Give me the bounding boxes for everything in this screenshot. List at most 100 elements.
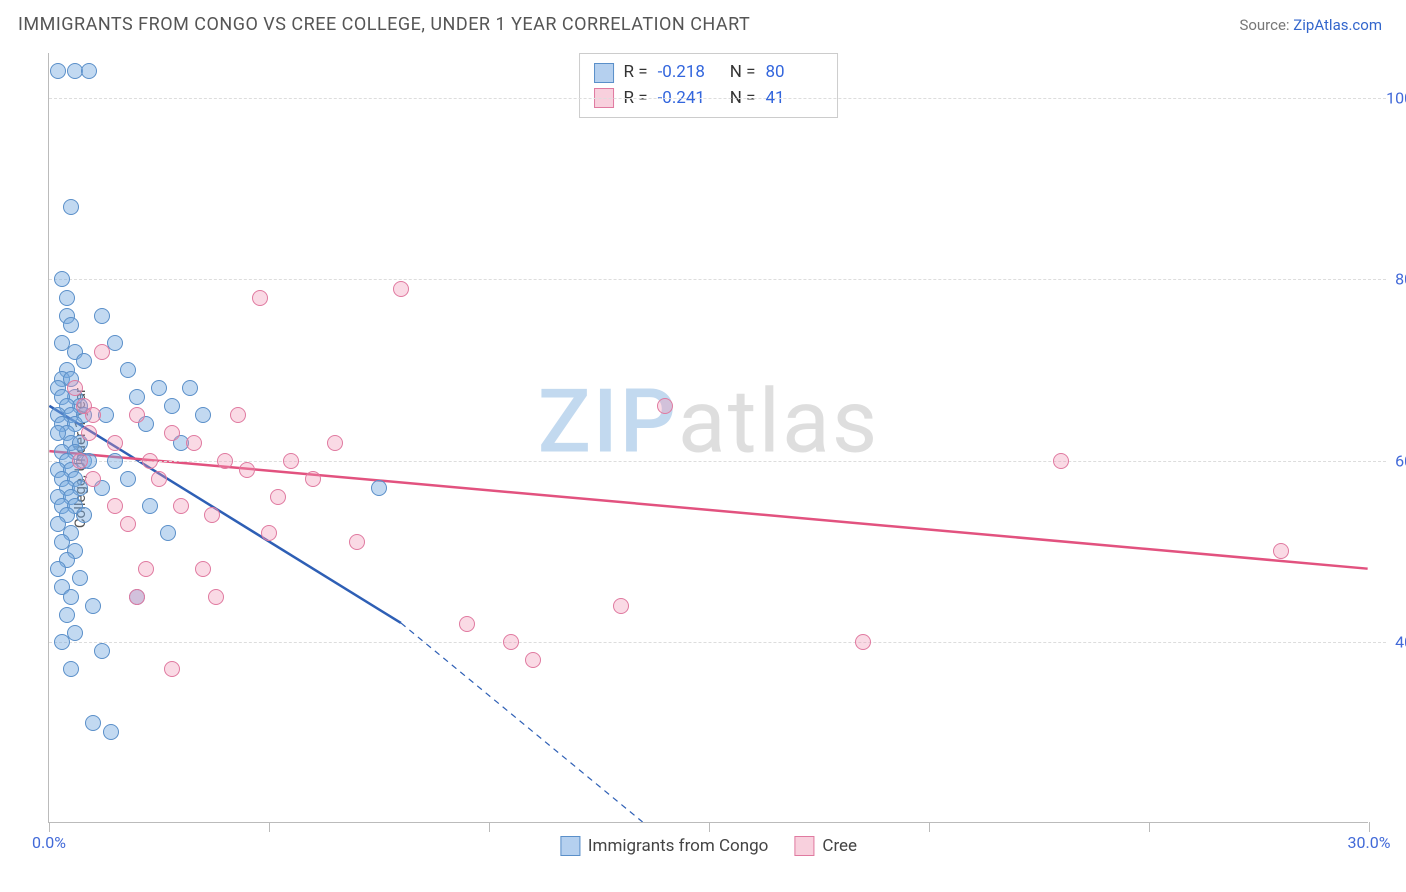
- gridline-h: [49, 642, 1386, 643]
- data-point: [525, 652, 541, 668]
- data-point: [63, 199, 79, 215]
- data-point: [217, 453, 233, 469]
- data-point: [81, 425, 97, 441]
- data-point: [63, 661, 79, 677]
- data-point: [371, 480, 387, 496]
- data-point: [195, 407, 211, 423]
- data-point: [252, 290, 268, 306]
- data-point: [120, 471, 136, 487]
- x-tick: [489, 822, 490, 832]
- source-attribution: Source: ZipAtlas.com: [1239, 16, 1382, 34]
- trend-lines: [49, 53, 1368, 822]
- data-point: [327, 435, 343, 451]
- data-point: [613, 598, 629, 614]
- data-point: [94, 643, 110, 659]
- data-point: [208, 589, 224, 605]
- data-point: [261, 525, 277, 541]
- gridline-h: [49, 98, 1386, 99]
- data-point: [270, 489, 286, 505]
- data-point: [85, 598, 101, 614]
- data-point: [120, 362, 136, 378]
- y-tick-label: 100.0%: [1378, 89, 1406, 108]
- data-point: [164, 425, 180, 441]
- data-point: [81, 63, 97, 79]
- data-point: [72, 453, 88, 469]
- legend-bottom: Immigrants from Congo Cree: [560, 836, 857, 856]
- data-point: [67, 380, 83, 396]
- y-tick-label: 60.0%: [1378, 451, 1406, 470]
- data-point: [129, 407, 145, 423]
- data-point: [186, 435, 202, 451]
- legend-item-1: Immigrants from Congo: [560, 836, 768, 856]
- swatch-blue-icon: [560, 836, 580, 856]
- chart-header: IMMIGRANTS FROM CONGO VS CREE COLLEGE, U…: [0, 0, 1406, 43]
- data-point: [1273, 543, 1289, 559]
- swatch-pink-icon: [794, 836, 814, 856]
- data-point: [85, 715, 101, 731]
- data-point: [151, 380, 167, 396]
- x-tick-label: 30.0%: [1348, 833, 1391, 852]
- data-point: [1053, 453, 1069, 469]
- data-point: [230, 407, 246, 423]
- n-value-1: 80: [765, 60, 823, 86]
- data-point: [173, 498, 189, 514]
- data-point: [59, 290, 75, 306]
- data-point: [72, 570, 88, 586]
- data-point: [54, 271, 70, 287]
- data-point: [85, 407, 101, 423]
- data-point: [182, 380, 198, 396]
- y-tick-label: 40.0%: [1378, 632, 1406, 651]
- watermark: ZIPatlas: [538, 371, 880, 474]
- x-tick: [709, 822, 710, 832]
- data-point: [76, 507, 92, 523]
- chart-container: College, Under 1 year ZIPatlas R = -0.21…: [0, 43, 1406, 873]
- source-prefix: Source:: [1239, 16, 1293, 34]
- legend-label-2: Cree: [822, 836, 857, 856]
- data-point: [305, 471, 321, 487]
- x-tick: [929, 822, 930, 832]
- chart-title: IMMIGRANTS FROM CONGO VS CREE COLLEGE, U…: [18, 14, 750, 35]
- data-point: [195, 561, 211, 577]
- data-point: [59, 607, 75, 623]
- legend-stats-row-1: R = -0.218 N = 80: [594, 60, 824, 86]
- legend-item-2: Cree: [794, 836, 857, 856]
- data-point: [107, 498, 123, 514]
- data-point: [138, 561, 154, 577]
- data-point: [94, 344, 110, 360]
- y-tick-label: 80.0%: [1378, 270, 1406, 289]
- gridline-h: [49, 279, 1386, 280]
- legend-stats: R = -0.218 N = 80 R = -0.241 N = 41: [579, 53, 839, 118]
- data-point: [107, 435, 123, 451]
- data-point: [94, 308, 110, 324]
- swatch-blue-icon: [594, 63, 614, 83]
- data-point: [164, 661, 180, 677]
- r-value-1: -0.218: [658, 60, 716, 86]
- data-point: [107, 453, 123, 469]
- data-point: [142, 453, 158, 469]
- plot-area: ZIPatlas R = -0.218 N = 80 R = -0.241 N …: [48, 53, 1368, 823]
- data-point: [239, 462, 255, 478]
- data-point: [103, 724, 119, 740]
- x-tick: [269, 822, 270, 832]
- data-point: [63, 589, 79, 605]
- data-point: [855, 634, 871, 650]
- data-point: [129, 389, 145, 405]
- data-point: [85, 471, 101, 487]
- data-point: [164, 398, 180, 414]
- source-link[interactable]: ZipAtlas.com: [1293, 16, 1382, 34]
- data-point: [50, 63, 66, 79]
- data-point: [459, 616, 475, 632]
- data-point: [76, 353, 92, 369]
- data-point: [349, 534, 365, 550]
- data-point: [204, 507, 220, 523]
- data-point: [151, 471, 167, 487]
- x-tick: [49, 822, 50, 832]
- data-point: [160, 525, 176, 541]
- data-point: [283, 453, 299, 469]
- data-point: [63, 317, 79, 333]
- x-tick: [1149, 822, 1150, 832]
- data-point: [120, 516, 136, 532]
- data-point: [54, 634, 70, 650]
- data-point: [657, 398, 673, 414]
- legend-label-1: Immigrants from Congo: [588, 836, 768, 856]
